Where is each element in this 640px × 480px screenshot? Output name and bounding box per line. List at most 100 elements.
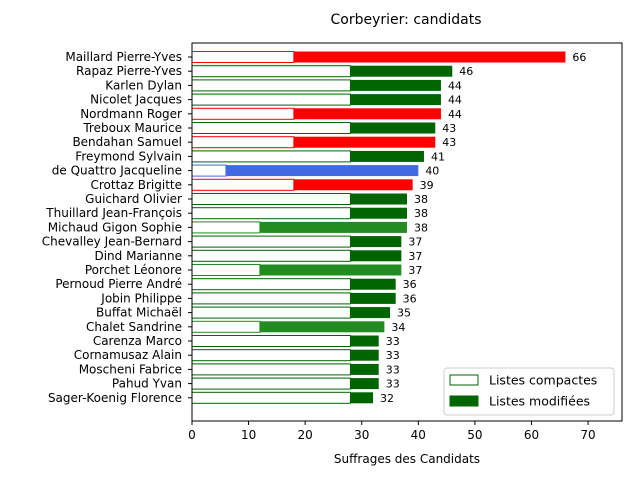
value-label: 35: [397, 307, 411, 320]
value-label: 37: [408, 264, 422, 277]
value-label: 38: [414, 207, 428, 220]
bars-group: [191, 51, 566, 404]
bar-modified: [350, 94, 441, 106]
value-label: 38: [414, 193, 428, 206]
bar-compact: [191, 320, 261, 333]
value-label: 38: [414, 221, 428, 234]
bar-compact: [191, 164, 227, 177]
bar-modified: [350, 150, 424, 162]
value-label: 33: [386, 349, 400, 362]
bar-compact: [191, 207, 351, 220]
bar-modified: [350, 236, 402, 248]
bar-compact: [191, 235, 351, 248]
bar-compact: [191, 193, 351, 205]
x-axis-ticks: 0 10 20 30 40 50 60 70: [188, 421, 596, 442]
category-label: Bendahan Samuel: [72, 135, 182, 149]
category-label: Jobin Philippe: [100, 291, 182, 305]
bar-modified: [350, 122, 436, 134]
category-label: Nicolet Jacques: [90, 93, 182, 107]
legend: Listes compactes Listes modifiées: [443, 367, 615, 416]
bar-modified: [350, 307, 391, 319]
value-label: 36: [403, 278, 417, 291]
x-tick-label: 60: [524, 428, 539, 442]
value-label: 44: [448, 94, 462, 107]
bar-modified: [350, 363, 379, 375]
value-label: 41: [431, 150, 445, 163]
value-label: 43: [442, 122, 456, 135]
bar-compact: [191, 363, 351, 376]
value-label: 33: [386, 378, 400, 391]
legend-swatch: [449, 395, 479, 407]
legend-label: Listes compactes: [489, 373, 597, 388]
bar-compact: [191, 65, 351, 78]
category-label: Buffat Michaël: [96, 306, 182, 320]
bar-modified: [350, 250, 402, 262]
value-label: 34: [391, 321, 405, 334]
bar-compact: [191, 249, 351, 262]
category-label: Michaud Gigon Sophie: [48, 220, 182, 234]
value-label: 39: [420, 179, 434, 192]
category-label: Chalet Sandrine: [86, 320, 182, 334]
bar-modified: [350, 349, 379, 361]
category-label: Carenza Marco: [93, 334, 182, 348]
bar-modified: [293, 136, 436, 148]
bar-compact: [191, 51, 295, 63]
x-tick-label: 30: [354, 428, 369, 442]
bar-compact: [191, 278, 351, 291]
value-label: 44: [448, 108, 462, 121]
legend-label: Listes modifiées: [489, 394, 590, 409]
bar-compact: [191, 150, 351, 163]
legend-swatch: [449, 374, 479, 386]
x-tick-label: 70: [580, 428, 595, 442]
category-label: Treboux Maurice: [82, 121, 182, 135]
bar-modified: [350, 79, 441, 91]
bar-modified: [350, 207, 407, 219]
bar-compact: [191, 264, 261, 276]
value-labels: 6646444444434341403938383837373736363534…: [380, 51, 586, 405]
bar-modified: [259, 221, 407, 233]
bar-compact: [191, 221, 261, 234]
value-label: 33: [386, 335, 400, 348]
category-label: Crottaz Brigitte: [90, 178, 182, 192]
category-label: Thuillard Jean-François: [45, 206, 182, 220]
bar-compact: [191, 391, 351, 404]
value-label: 37: [408, 236, 422, 249]
value-label: 40: [425, 165, 439, 178]
bar-compact: [191, 93, 351, 106]
x-tick-label: 20: [298, 428, 313, 442]
bar-modified: [225, 165, 419, 177]
bar-modified: [293, 51, 566, 63]
category-label: Rapaz Pierre-Yves: [76, 64, 182, 78]
category-label: Karlen Dylan: [105, 78, 182, 92]
bar-modified: [293, 179, 413, 191]
category-label: Sager-Koenig Florence: [48, 391, 182, 405]
bar-modified: [293, 108, 441, 120]
chart-title: Corbeyrier: candidats: [331, 12, 482, 28]
category-label: Freymond Sylvain: [75, 149, 182, 163]
bar-modified: [259, 264, 402, 276]
bar-compact: [191, 79, 351, 92]
value-label: 46: [459, 65, 473, 78]
bar-compact: [191, 335, 351, 347]
category-label: Pernoud Pierre André: [55, 277, 182, 291]
x-tick-label: 50: [467, 428, 482, 442]
x-tick-label: 40: [411, 428, 426, 442]
category-label: Guichard Olivier: [85, 192, 182, 206]
bar-modified: [350, 65, 453, 77]
category-label: Cornamusaz Alain: [74, 348, 182, 362]
value-label: 43: [442, 136, 456, 149]
value-label: 32: [380, 392, 394, 405]
bar-compact: [191, 107, 295, 120]
category-label: Chevalley Jean-Bernard: [42, 235, 182, 249]
bar-compact: [191, 349, 351, 362]
bar-compact: [191, 377, 351, 390]
legend-box: [443, 367, 615, 416]
bar-compact: [191, 136, 295, 149]
bar-modified: [350, 378, 379, 390]
x-tick-label: 10: [241, 428, 256, 442]
bar-modified: [259, 321, 385, 333]
x-axis-label: Suffrages des Candidats: [334, 452, 480, 466]
plot-frame: [191, 42, 623, 422]
